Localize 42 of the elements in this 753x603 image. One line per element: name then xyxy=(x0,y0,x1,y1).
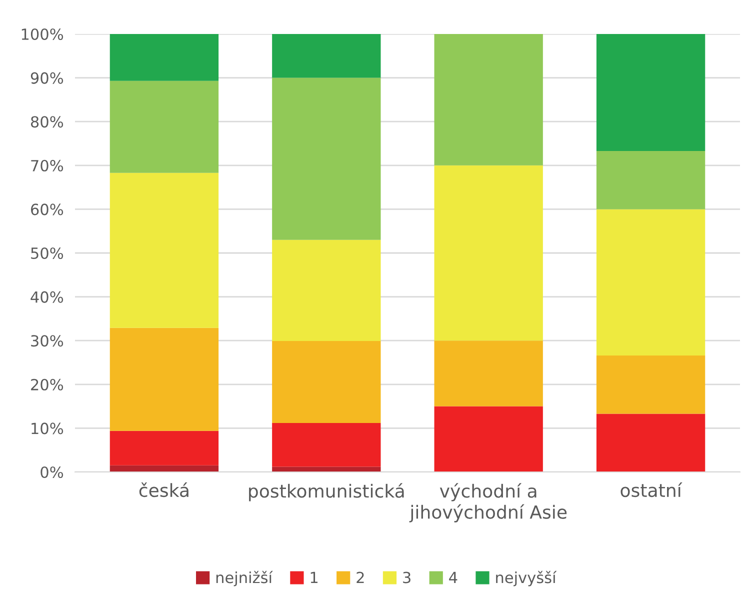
legend-label: 1 xyxy=(310,572,318,584)
bar xyxy=(110,465,219,472)
bar xyxy=(434,340,543,406)
bar xyxy=(596,414,706,472)
bar xyxy=(272,34,381,78)
legend-label: nejvyšší xyxy=(496,570,557,586)
y-tick-label: 100% xyxy=(22,28,64,40)
bar xyxy=(272,466,381,472)
bar xyxy=(110,328,219,431)
bar xyxy=(272,422,381,467)
bar xyxy=(434,165,543,341)
bar xyxy=(110,172,219,328)
y-tick-label: 20% xyxy=(31,378,64,390)
x-tick-label: ostatní xyxy=(620,482,682,498)
y-tick-label: 30% xyxy=(31,335,64,347)
y-tick-label: 80% xyxy=(30,116,64,128)
bar xyxy=(272,240,381,342)
x-tick-label: postkomunistická xyxy=(249,483,404,502)
bar xyxy=(596,34,706,151)
y-tick-label: 10% xyxy=(32,422,64,434)
x-tick-label: česká xyxy=(139,482,188,498)
bar xyxy=(596,150,706,210)
bar xyxy=(110,34,219,81)
legend-label: 2 xyxy=(356,572,364,584)
bar xyxy=(434,406,543,472)
bar xyxy=(272,341,381,423)
y-tick-label: 40% xyxy=(30,291,64,303)
y-tick-label: 50% xyxy=(31,247,64,260)
x-tick-label: východní a jihovýchodní Asie xyxy=(409,483,567,522)
legend-label: nejnižší xyxy=(216,570,273,586)
bar xyxy=(434,34,543,166)
bar xyxy=(596,209,706,356)
y-tick-label: 70% xyxy=(31,160,64,172)
legend-label: 3 xyxy=(403,572,410,584)
bar xyxy=(110,80,219,173)
bar xyxy=(596,355,706,414)
y-tick-label: 60% xyxy=(31,204,64,216)
bar xyxy=(272,78,381,240)
bar xyxy=(110,430,219,466)
y-tick-label: 0% xyxy=(40,466,64,478)
y-tick-label: 90% xyxy=(30,72,64,84)
legend-label: 4 xyxy=(449,572,458,584)
